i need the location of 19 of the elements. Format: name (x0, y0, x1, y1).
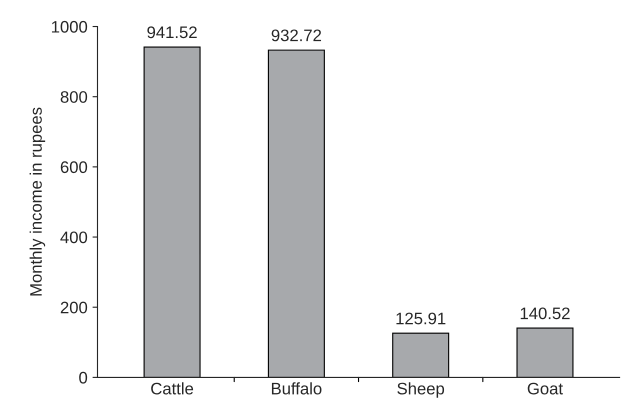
y-tick-label: 800 (60, 91, 88, 103)
y-tick-label: 0 (79, 372, 88, 384)
bar (268, 50, 325, 378)
y-tick-label: 1000 (52, 20, 88, 33)
data-label: 140.52 (520, 307, 570, 320)
x-tick-label: Cattle (151, 382, 194, 395)
bar (144, 46, 201, 378)
data-label: 125.91 (396, 312, 446, 324)
y-tick-label: 200 (60, 302, 88, 314)
y-tick-label: 600 (60, 161, 88, 174)
data-label: 932.72 (272, 29, 322, 42)
bar (392, 332, 450, 378)
data-label: 941.52 (147, 26, 197, 38)
x-tick-label: Goat (528, 382, 563, 395)
x-tick-label: Buffalo (272, 382, 322, 395)
x-tick-label: Sheep (397, 382, 444, 398)
bar (516, 328, 574, 378)
y-axis-title: Monthly income in rupees (30, 108, 46, 296)
y-tick-label: 400 (60, 231, 88, 244)
